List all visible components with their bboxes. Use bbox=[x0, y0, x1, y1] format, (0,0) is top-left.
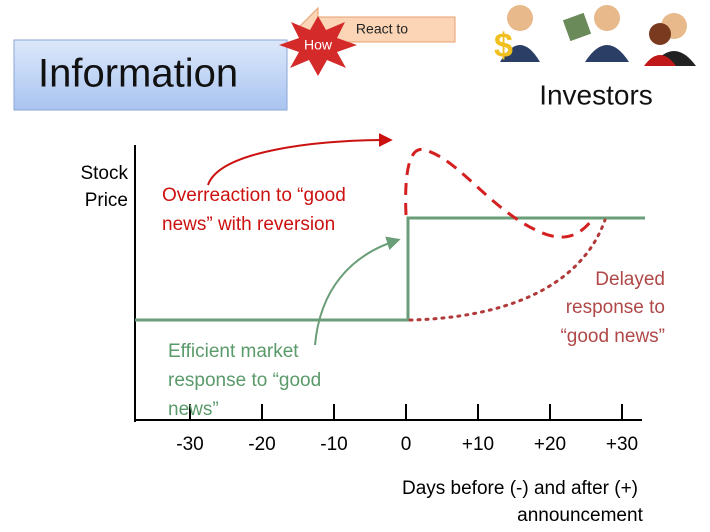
x-tick-label: -30 bbox=[176, 434, 203, 455]
efficient-text: news” bbox=[168, 399, 219, 420]
investor-icons: $ bbox=[494, 5, 696, 66]
arrow-label: React to bbox=[356, 21, 408, 37]
overreaction-line bbox=[404, 147, 594, 239]
investors-label: Investors bbox=[539, 79, 653, 110]
title: Information bbox=[38, 52, 238, 96]
efficient-line bbox=[135, 216, 645, 322]
delayed-text: “good news” bbox=[560, 326, 665, 347]
x-tick-label: +20 bbox=[534, 434, 566, 455]
y-label: Price bbox=[85, 190, 128, 211]
x-tick-label: -10 bbox=[320, 434, 347, 455]
efficient-text: Efficient market bbox=[168, 341, 299, 362]
x-label: Days before (-) and after (+) bbox=[402, 478, 638, 499]
title-box bbox=[13, 39, 288, 111]
delayed-text: response to bbox=[566, 297, 665, 318]
x-tick-label: +10 bbox=[462, 434, 494, 455]
burst-label: How bbox=[304, 37, 333, 53]
dollar-icon: $ bbox=[494, 27, 513, 65]
overreaction-arrow bbox=[207, 133, 393, 186]
overreaction-text: Overreaction to “good bbox=[162, 185, 346, 206]
burst bbox=[279, 16, 357, 76]
delayed-line bbox=[408, 218, 607, 322]
x-tick-label: +30 bbox=[606, 434, 638, 455]
x-tick-label: -20 bbox=[248, 434, 275, 455]
efficient-text: response to “good bbox=[168, 370, 321, 391]
x-tick-label: 0 bbox=[401, 434, 412, 455]
x-label: announcement bbox=[517, 505, 643, 526]
efficient-arrow bbox=[314, 236, 401, 346]
overreaction-text: news” with reversion bbox=[162, 214, 335, 235]
y-label: Stock bbox=[80, 163, 128, 184]
delayed-text: Delayed bbox=[595, 269, 665, 290]
